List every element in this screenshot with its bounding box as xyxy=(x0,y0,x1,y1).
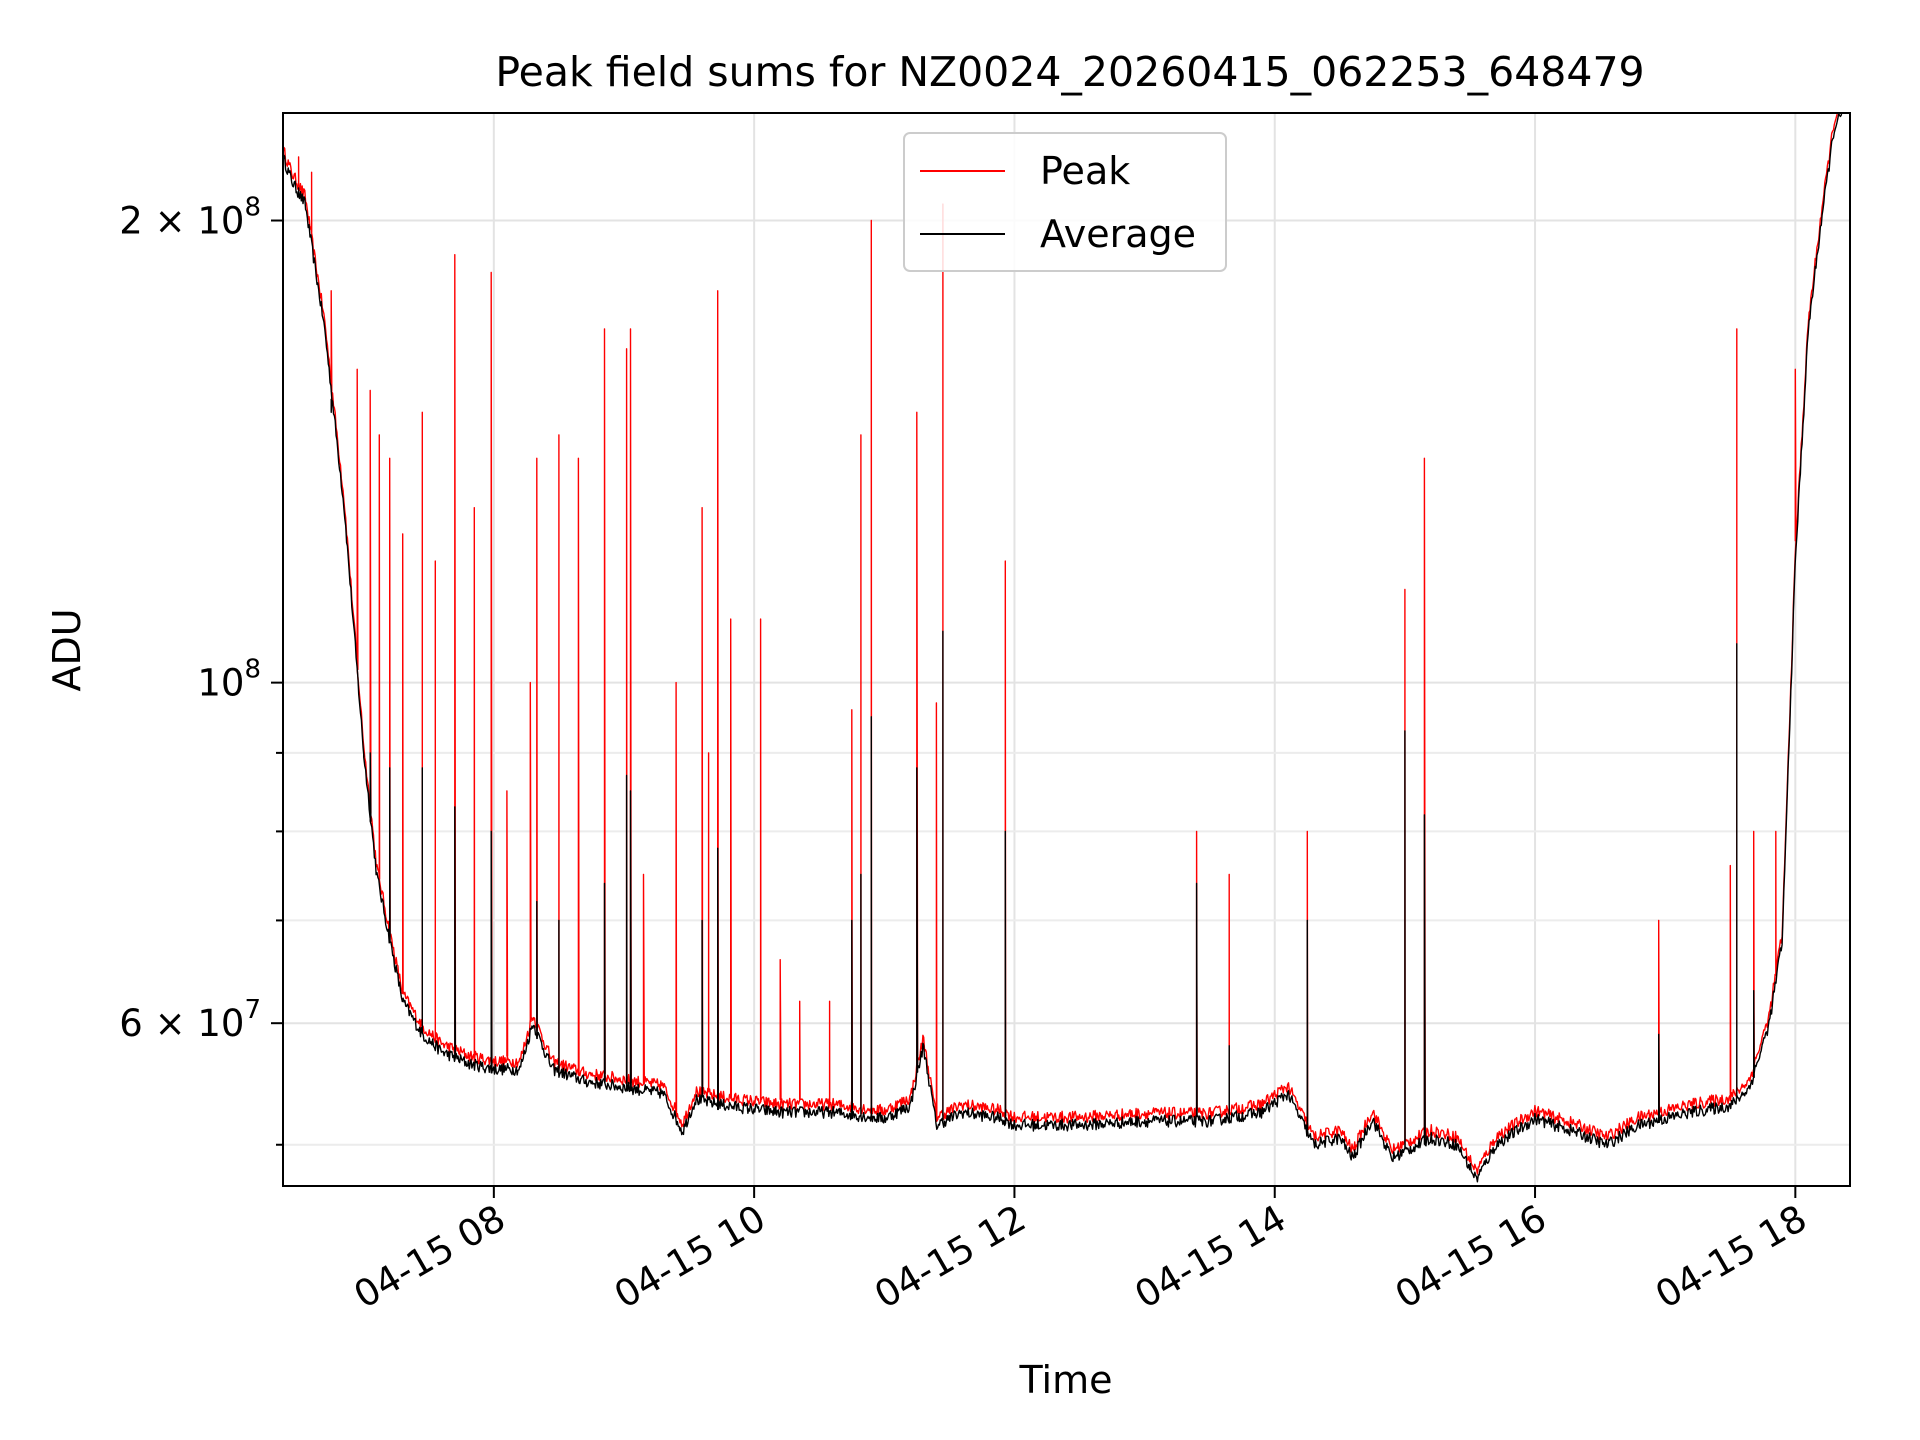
legend-box xyxy=(903,132,1227,272)
series-peak-line xyxy=(283,113,1839,1175)
chart-title: Peak field sums for NZ0024_20260415_0622… xyxy=(495,48,1644,96)
y-tick-label-base: 2 × 10 xyxy=(119,200,244,243)
series-average-line xyxy=(283,113,1843,1183)
series-average xyxy=(283,113,1843,1183)
y-tick-label: 2 × 108 xyxy=(119,193,261,243)
legend: Peak Average xyxy=(903,132,1227,272)
y-tick-label-base: 6 × 10 xyxy=(119,1002,244,1045)
y-tick-label-exponent: 8 xyxy=(244,193,261,223)
y-tick-label-exponent: 7 xyxy=(244,995,261,1025)
x-axis-label: Time xyxy=(1019,1358,1113,1402)
y-tick-label: 108 xyxy=(197,655,261,705)
legend-peak-label: Peak xyxy=(1040,149,1130,193)
series-layer xyxy=(283,113,1843,1183)
plot-frame xyxy=(282,112,1851,1187)
y-tick-label-base: 10 xyxy=(197,662,244,705)
y-axis-label: ADU xyxy=(45,608,89,691)
y-tick-label: 6 × 107 xyxy=(119,995,261,1045)
y-tick-label-exponent: 8 xyxy=(244,655,261,685)
legend-average-label: Average xyxy=(1040,212,1196,256)
series-peak xyxy=(283,113,1839,1175)
